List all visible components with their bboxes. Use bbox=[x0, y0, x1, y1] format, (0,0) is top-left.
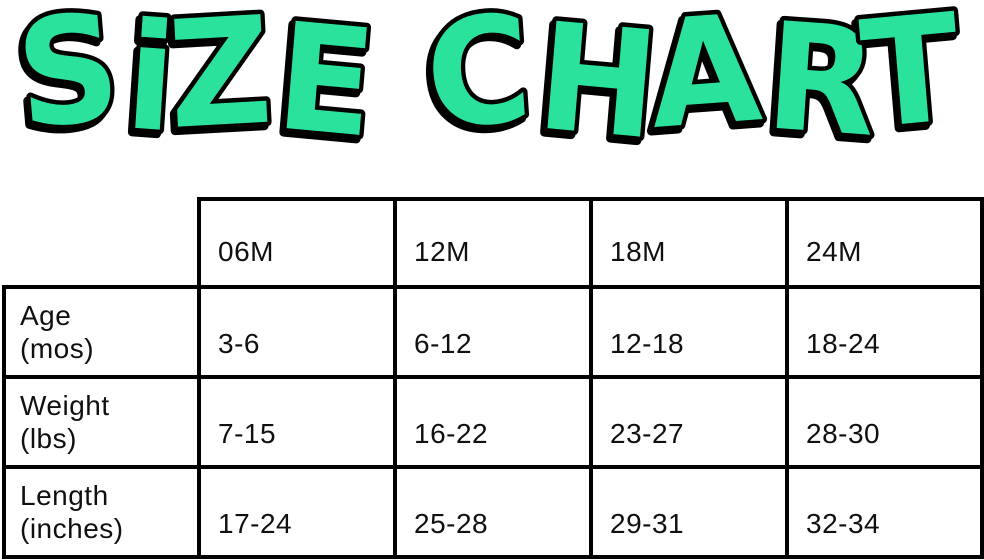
table-row-age: Age (mos) 3-6 6-12 12-18 18-24 bbox=[2, 285, 984, 379]
row-label-length-line1: Length bbox=[20, 479, 109, 511]
title-word-size: SiZE bbox=[10, 0, 382, 170]
cell-age-06m: 3-6 bbox=[197, 285, 397, 379]
column-header-06m: 06M bbox=[197, 197, 397, 289]
table-row-length: Length (inches) 17-24 25-28 29-31 32-34 bbox=[2, 465, 984, 559]
cell-length-18m: 29-31 bbox=[589, 465, 789, 559]
row-label-age-line2: (mos) bbox=[20, 333, 95, 364]
row-label-length: Length (inches) bbox=[2, 465, 201, 559]
row-label-age: Age (mos) bbox=[2, 285, 201, 379]
cell-age-12m: 6-12 bbox=[393, 285, 593, 379]
title-word-chart: CHART bbox=[420, 0, 966, 170]
column-header-24m: 24M bbox=[785, 197, 984, 289]
corner-cell bbox=[4, 199, 199, 287]
column-header-18m: 18M bbox=[589, 197, 789, 289]
header-row: 06M 12M 18M 24M bbox=[4, 197, 984, 289]
row-label-length-line2: (inches) bbox=[20, 513, 124, 544]
size-table: 06M 12M 18M 24M Age (mos) 3-6 6-12 12-18… bbox=[2, 197, 984, 559]
cell-age-18m: 12-18 bbox=[589, 285, 789, 379]
cell-length-24m: 32-34 bbox=[785, 465, 984, 559]
cell-length-06m: 17-24 bbox=[197, 465, 397, 559]
row-label-weight: Weight (lbs) bbox=[2, 375, 201, 469]
cell-length-12m: 25-28 bbox=[393, 465, 593, 559]
table-row-weight: Weight (lbs) 7-15 16-22 23-27 28-30 bbox=[2, 375, 984, 469]
row-label-weight-line1: Weight bbox=[20, 389, 110, 421]
row-label-age-line1: Age bbox=[20, 299, 72, 331]
cell-weight-06m: 7-15 bbox=[197, 375, 397, 469]
size-chart-title-art: SiZE CHART bbox=[6, 0, 972, 170]
cell-age-24m: 18-24 bbox=[785, 285, 984, 379]
row-label-weight-line2: (lbs) bbox=[20, 423, 77, 454]
column-header-12m: 12M bbox=[393, 197, 593, 289]
cell-weight-12m: 16-22 bbox=[393, 375, 593, 469]
cell-weight-24m: 28-30 bbox=[785, 375, 984, 469]
cell-weight-18m: 23-27 bbox=[589, 375, 789, 469]
